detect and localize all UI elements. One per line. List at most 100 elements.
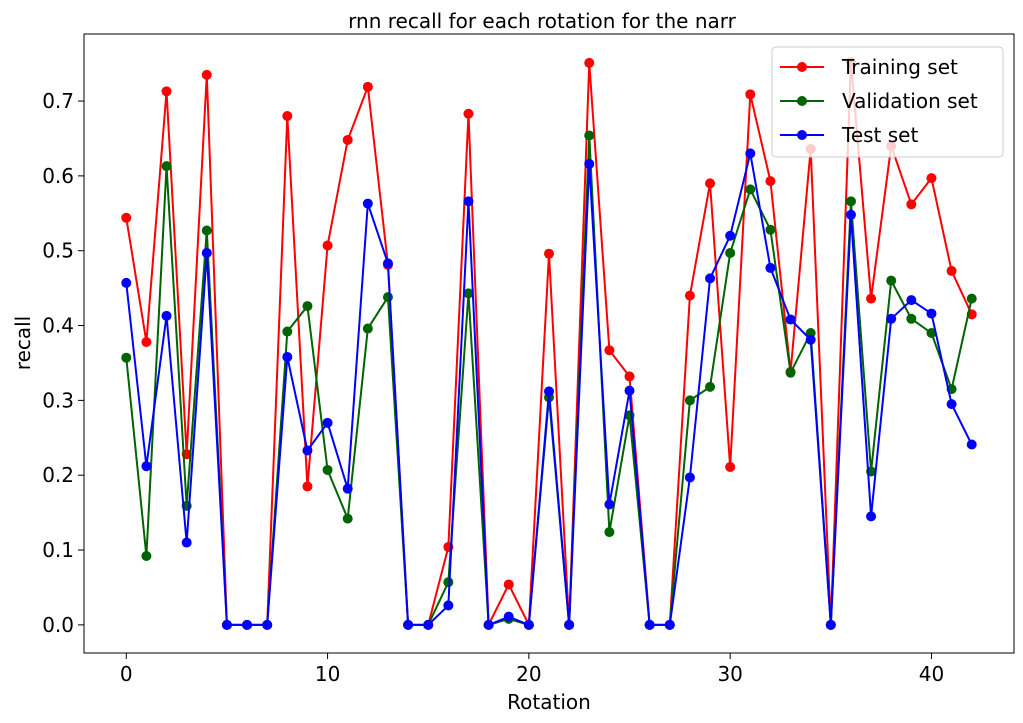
test-set-point [221,619,232,630]
training-set-point [302,481,313,492]
test-set-point [282,351,293,362]
validation-set-point [342,513,353,524]
test-set-point [141,461,152,472]
test-set-point [926,308,937,319]
test-set-point [886,313,897,324]
legend-marker-validation-set [797,96,807,106]
validation-set-point [362,323,373,334]
y-tick-label: 0.3 [42,388,74,412]
test-set-point [725,230,736,241]
test-set-point [544,386,554,397]
test-set-point [705,273,716,284]
validation-set-point [121,352,132,363]
validation-set-point [584,130,595,141]
test-set-point [201,247,212,258]
training-set-point [866,293,877,304]
validation-set-point [966,293,977,304]
training-set-point [282,111,293,122]
test-set-point [966,439,977,450]
validation-set-point [282,326,293,337]
y-tick-label: 0.1 [42,538,74,562]
training-set-point [705,178,716,189]
legend-label-validation-set: Validation set [842,89,978,113]
test-set-point [161,310,172,321]
test-set-point [765,262,776,273]
test-set-point [483,619,494,630]
test-set-point [523,619,534,630]
test-set-point [423,619,434,630]
tick-group: 0 10 20 30 40 0.0 0.1 0.2 0.3 0.4 0.5 0.6 0.7 [42,89,944,686]
test-set-point [805,334,816,345]
y-tick-label: 0.6 [42,164,74,188]
validation-set-point [785,367,796,378]
test-set-point [403,619,414,630]
validation-set-point [705,381,716,392]
test-set-point [302,445,313,456]
validation-set-point [201,225,212,236]
validation-set-point [604,527,615,538]
training-set-point [725,461,736,472]
validation-set-point [141,551,152,562]
x-tick-label: 30 [717,662,742,686]
test-set-point [121,277,132,288]
y-tick-label: 0.4 [42,314,74,338]
training-set-point [946,265,957,276]
training-set-point [463,108,474,119]
test-set-point [785,314,796,325]
training-set-point [161,86,172,97]
y-tick-label: 0.5 [42,239,74,263]
test-set-point [866,511,877,522]
training-set-point [765,176,776,187]
test-set-point [342,483,353,494]
validation-set-point [322,464,333,475]
training-set-point [745,89,756,100]
validation-set-point [725,247,736,258]
legend-box [771,46,1004,158]
test-set-point [242,619,253,630]
legend-marker-test-set [797,130,807,140]
validation-set-point [926,328,937,339]
plot-frame [83,33,1015,654]
x-tick-label: 0 [120,662,133,686]
validation-set-point [302,301,313,312]
legend-marker-training-set [797,62,807,72]
training-set-point [503,579,514,590]
test-set-point [825,619,836,630]
y-tick-label: 0.0 [42,613,74,637]
training-set-point [141,337,152,348]
training-set-point [121,212,132,223]
test-set-point [564,619,575,630]
test-set-point [745,148,756,159]
validation-set-point [161,161,172,172]
test-set-point [664,619,675,630]
legend: Training set Validation set Test set [771,46,1004,158]
validation-set-point [886,275,897,286]
x-axis-label: Rotation [507,690,591,714]
training-set-point [624,371,635,382]
x-tick-label: 10 [315,662,340,686]
validation-set-point [906,313,917,324]
validation-set-point [443,577,454,588]
test-set-point [946,399,957,410]
legend-label-test-set: Test set [841,123,918,147]
test-set-point [362,198,373,209]
validation-set-point [463,288,474,299]
chart-title: rnn recall for each rotation for the nar… [348,9,736,33]
test-set-point [181,537,192,548]
test-set-point [503,611,514,622]
test-set-point [382,258,393,269]
training-set-point [926,173,937,184]
test-set-point [684,472,695,483]
legend-label-training-set: Training set [841,55,958,79]
y-axis-label: recall [11,316,35,370]
x-tick-label: 40 [919,662,944,686]
x-tick-label: 20 [516,662,541,686]
validation-set-point [765,224,776,235]
test-set-point [322,417,333,428]
training-set-point [906,199,917,210]
test-set-point [624,385,635,396]
validation-set-point [745,184,756,195]
test-set-point [262,619,273,630]
training-set-point [362,81,373,92]
